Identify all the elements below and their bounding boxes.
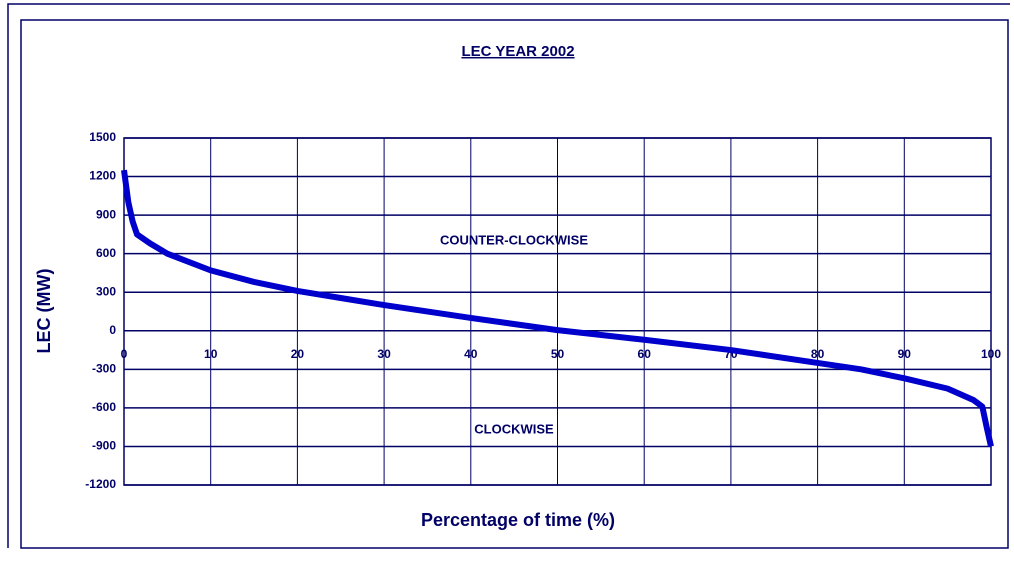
y-tick-label: 900 — [96, 207, 116, 221]
data-line — [121, 169, 994, 448]
x-tick-label: 60 — [638, 347, 652, 361]
y-tick-label: 1200 — [89, 169, 116, 183]
y-tick-label: -900 — [92, 439, 116, 453]
y-tick-label: 600 — [96, 246, 116, 260]
y-tick-label: -600 — [92, 400, 116, 414]
y-tick-label: 300 — [96, 284, 116, 298]
x-axis-label: Percentage of time (%) — [421, 510, 615, 530]
x-tick-label: 40 — [464, 347, 478, 361]
x-tick-label: 50 — [551, 347, 565, 361]
x-tick-label: 20 — [291, 347, 305, 361]
x-tick-label: 10 — [204, 347, 218, 361]
y-tick-label: -300 — [92, 362, 116, 376]
x-tick-label: 30 — [377, 347, 391, 361]
y-tick-label: 1500 — [89, 130, 116, 144]
outer-frame — [7, 3, 1010, 548]
y-axis-label: LEC (MW) — [34, 269, 54, 354]
plot-border — [123, 137, 992, 486]
x-tick-label: 90 — [898, 347, 912, 361]
x-tick-label: 80 — [811, 347, 825, 361]
chart-title: LEC YEAR 2002 — [461, 43, 574, 60]
y-tick-label: -1200 — [85, 477, 116, 491]
annotation: COUNTER-CLOCKWISE — [440, 232, 588, 247]
chart-frame — [20, 19, 1009, 549]
annotation: CLOCKWISE — [474, 421, 554, 436]
y-tick-label: 0 — [109, 323, 116, 337]
